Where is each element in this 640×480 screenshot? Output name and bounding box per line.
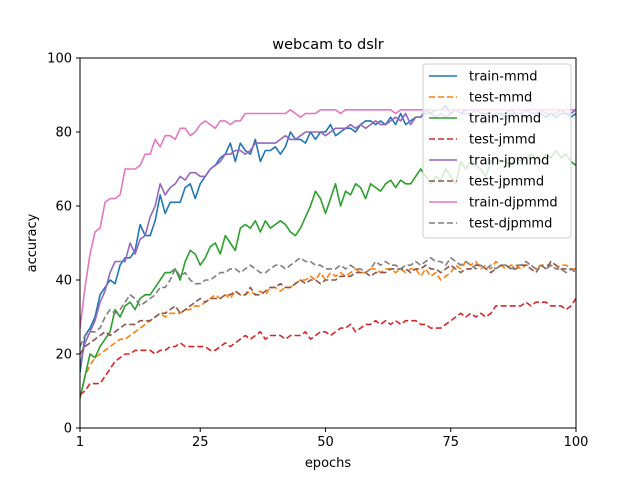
y-axis-label: accuracy <box>25 213 40 272</box>
x-axis-label: epochs <box>305 456 352 471</box>
x-tick-label: 1 <box>76 435 84 450</box>
x-axis: 1 25 50 75 100 <box>76 428 589 450</box>
legend-label: train-mmd <box>469 70 538 85</box>
legend-label: test-mmd <box>469 91 532 106</box>
legend-label: train-djpmmd <box>469 196 558 211</box>
y-tick-label: 20 <box>55 348 72 363</box>
x-tick-label: 25 <box>192 435 209 450</box>
y-tick-label: 0 <box>64 422 72 437</box>
series-line-test-djpmmd <box>80 256 576 347</box>
series-line-test-jpmmd <box>80 260 576 355</box>
y-tick-label: 40 <box>55 274 72 289</box>
chart-title: webcam to dslr <box>272 37 384 53</box>
legend-box <box>422 63 572 239</box>
legend-label: train-jpmmd <box>469 154 549 169</box>
y-tick-label: 100 <box>47 52 72 67</box>
legend-label: test-djpmmd <box>469 217 552 232</box>
legend-label: test-jmmd <box>469 133 536 148</box>
x-tick-label: 100 <box>564 435 589 450</box>
series-line-test-mmd <box>80 260 576 399</box>
y-tick-label: 60 <box>55 200 72 215</box>
plot-frame <box>79 57 577 429</box>
x-tick-label: 50 <box>317 435 334 450</box>
legend: train-mmd test-mmd train-jmmd test-jmmd trai… <box>422 63 572 239</box>
y-axis: 0 20 40 60 80 100 <box>47 52 80 437</box>
x-tick-label: 75 <box>442 435 459 450</box>
legend-label: train-jmmd <box>469 112 541 127</box>
series-line-test-jmmd <box>80 298 576 396</box>
legend-label: test-jpmmd <box>469 175 544 190</box>
y-tick-label: 80 <box>55 126 72 141</box>
